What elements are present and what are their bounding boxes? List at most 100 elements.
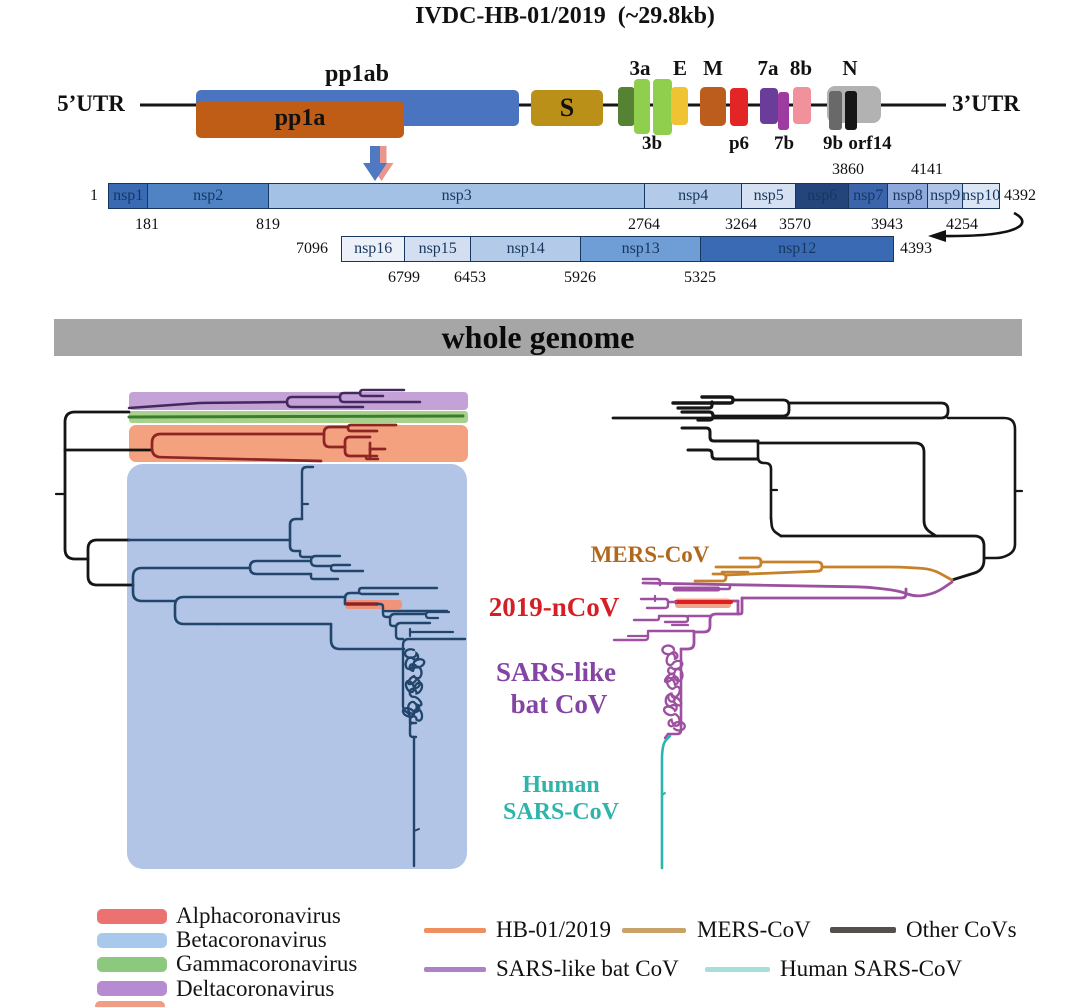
segment-label: nsp9 bbox=[930, 187, 961, 204]
tree-branch bbox=[680, 426, 760, 443]
tree-branch bbox=[248, 559, 313, 576]
coordinate-tick: 819 bbox=[256, 216, 280, 233]
legend-label: Other CoVs bbox=[906, 917, 1017, 942]
segment-label: nsp13 bbox=[621, 240, 660, 257]
tree-branch bbox=[413, 828, 420, 832]
segment-nsp13: nsp13 bbox=[580, 236, 702, 262]
row1-start-coordinate: 1 bbox=[90, 187, 98, 204]
pp1a-label: pp1a bbox=[274, 105, 326, 131]
coordinate-tick: 3264 bbox=[725, 216, 757, 233]
row2-start-coordinate: 7096 bbox=[296, 240, 328, 257]
tree-branch bbox=[663, 732, 670, 740]
p6-box bbox=[730, 88, 748, 126]
tree-branch bbox=[309, 554, 342, 568]
segment-nsp1: nsp1 bbox=[108, 183, 149, 209]
coordinate-tick: 3860 bbox=[832, 161, 864, 178]
orf3a-label: 3a bbox=[629, 56, 651, 80]
tree-branch bbox=[127, 414, 465, 419]
tree-branch bbox=[343, 435, 372, 458]
tree-branch bbox=[724, 560, 824, 577]
orf8b-box bbox=[793, 87, 811, 124]
legend-swatch bbox=[97, 981, 167, 996]
legend-swatch bbox=[97, 932, 167, 948]
m-label: M bbox=[703, 56, 723, 80]
pp1ab-label: pp1ab bbox=[324, 61, 390, 87]
e-box bbox=[671, 87, 688, 125]
legend-label: Deltacoronavirus bbox=[176, 975, 335, 1001]
orf9b-box bbox=[829, 91, 842, 130]
processing-arrow-icon bbox=[363, 146, 394, 181]
legend-genera-item: Betacoronavirus bbox=[97, 927, 327, 953]
legend-swatch bbox=[97, 956, 167, 972]
segment-nsp9: nsp9 bbox=[927, 183, 964, 209]
tree-branch bbox=[660, 734, 672, 870]
tree-branch bbox=[639, 597, 670, 610]
tree-branch bbox=[711, 398, 791, 418]
tree-branch bbox=[63, 410, 131, 561]
s-box: S bbox=[531, 90, 603, 126]
tree-branch bbox=[756, 441, 938, 538]
segment-label: nsp6 bbox=[807, 187, 838, 204]
tree-branch bbox=[680, 410, 715, 422]
utr5-label: 5’UTR bbox=[57, 91, 125, 116]
tree-branch bbox=[298, 549, 315, 559]
tree-branch bbox=[408, 721, 418, 739]
tree-branch bbox=[740, 587, 908, 600]
segment-nsp4: nsp4 bbox=[644, 183, 743, 209]
n-label: N bbox=[842, 56, 858, 80]
segment-label: nsp15 bbox=[418, 240, 457, 257]
ncov-label: 2019-nCoV bbox=[488, 592, 620, 622]
orf3b-box-1 bbox=[634, 79, 650, 134]
coordinate-tick: 4141 bbox=[911, 161, 943, 178]
tree-branch bbox=[127, 400, 289, 410]
m-box bbox=[700, 87, 726, 126]
tree-branch bbox=[686, 448, 760, 461]
tree-branch bbox=[716, 583, 732, 591]
tree-branch bbox=[300, 465, 315, 521]
segment-nsp12: nsp12 bbox=[700, 236, 895, 262]
figure-title: IVDC-HB-01/2019 (~29.8kb) bbox=[415, 3, 715, 29]
legend-line-swatch bbox=[830, 927, 896, 933]
tree-branch bbox=[358, 388, 406, 398]
right-tree bbox=[611, 395, 1024, 870]
legend-label: Human SARS-CoV bbox=[780, 956, 963, 981]
legend-line-swatch bbox=[424, 967, 486, 972]
legend-line-swatch bbox=[622, 928, 686, 933]
tree-branch bbox=[736, 596, 744, 616]
left-tree bbox=[54, 388, 468, 869]
human-sars-cov-label-line2: SARS-CoV bbox=[502, 799, 620, 825]
s-label: S bbox=[559, 93, 575, 122]
tree-branch bbox=[820, 565, 954, 582]
tree-branch bbox=[946, 416, 1017, 560]
legend-label: Betacoronavirus bbox=[176, 927, 327, 952]
tree-branch bbox=[329, 563, 365, 573]
segment-label: nsp12 bbox=[778, 240, 817, 257]
coordinate-tick: 5926 bbox=[564, 269, 596, 286]
tree-branch bbox=[779, 534, 986, 582]
orf14-label: orf14 bbox=[848, 133, 892, 154]
segment-nsp15: nsp15 bbox=[404, 236, 472, 262]
tree-branch bbox=[671, 395, 735, 405]
segment-label: nsp16 bbox=[354, 240, 393, 257]
segment-label: nsp2 bbox=[193, 187, 224, 204]
tree-branch bbox=[394, 621, 432, 641]
tree-branch bbox=[424, 610, 451, 620]
segment-label: nsp4 bbox=[678, 187, 709, 204]
orf3b-box-2 bbox=[653, 79, 672, 135]
tree-branch bbox=[288, 517, 304, 553]
tree-branch bbox=[756, 439, 773, 520]
tree-branch bbox=[611, 401, 950, 420]
tree-branch bbox=[173, 595, 347, 626]
tree-branch bbox=[322, 425, 350, 449]
tree-branch bbox=[769, 516, 783, 538]
p6-label: p6 bbox=[728, 133, 750, 154]
tree-branch bbox=[661, 644, 686, 732]
row2-end-coordinate: 4393 bbox=[900, 240, 932, 257]
legend-line-swatch bbox=[705, 967, 770, 972]
legend-line-swatch bbox=[424, 928, 486, 933]
orf14-box bbox=[845, 91, 857, 130]
segment-label: nsp7 bbox=[853, 187, 884, 204]
segment-label: nsp14 bbox=[506, 240, 545, 257]
